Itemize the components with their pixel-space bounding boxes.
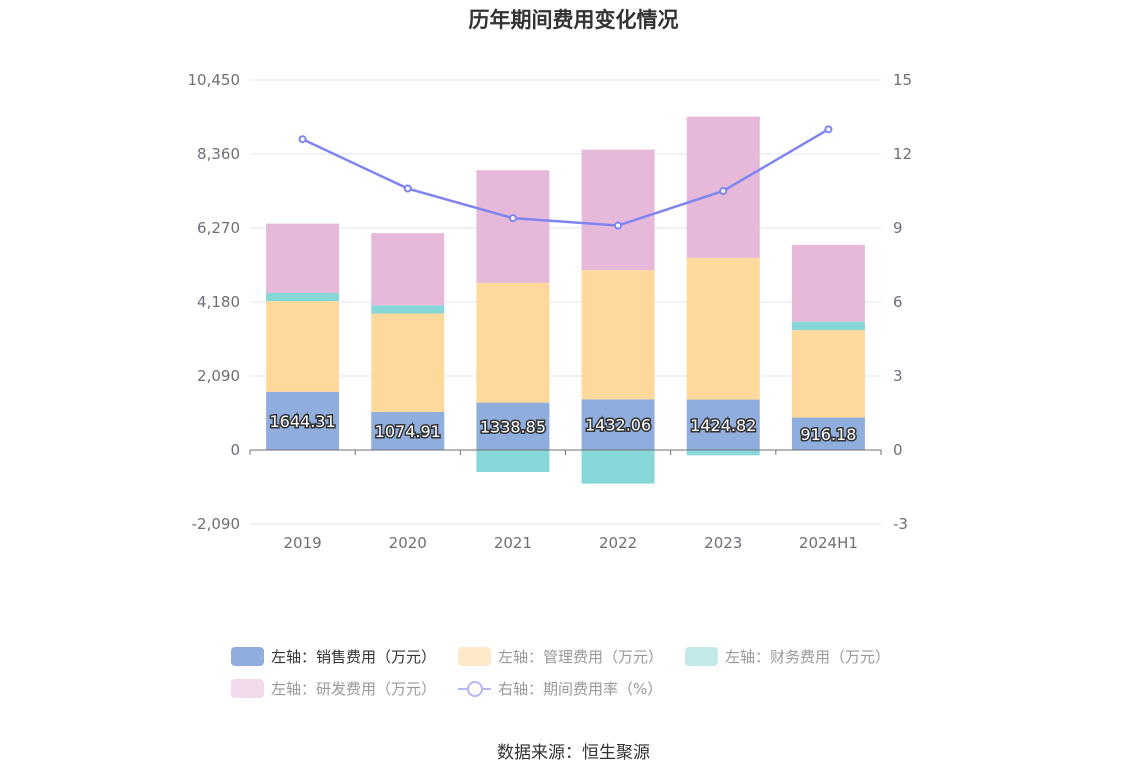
bar-data-label: 1074.91 [375, 422, 441, 441]
x-axis-tick-label: 2021 [494, 534, 532, 552]
bar-segment-1-2021 [476, 282, 550, 403]
x-axis-tick-label: 2019 [283, 534, 321, 552]
left-axis-tick-label: 10,450 [188, 71, 241, 89]
left-axis-tick-label: 2,090 [197, 367, 240, 385]
legend-item-rnd[interactable]: 左轴：研发费用（万元） [231, 678, 436, 699]
bar-data-label: 1432.06 [585, 416, 651, 435]
bar-segment-1-2022 [581, 270, 655, 400]
legend-item-sales[interactable]: 左轴：销售费用（万元） [231, 646, 436, 667]
legend-label-sales: 左轴：销售费用（万元） [271, 647, 437, 666]
line-point [824, 125, 833, 134]
chart-legend: 左轴：销售费用（万元） 左轴：管理费用（万元） 左轴：财务费用（万元） 左轴：研… [231, 640, 951, 704]
bar-segment-3-2022 [581, 149, 655, 271]
legend-swatch-admin [458, 646, 492, 666]
right-axis-tick-label: -3 [893, 515, 908, 533]
line-point [403, 184, 412, 193]
legend-item-admin[interactable]: 左轴：管理费用（万元） [458, 646, 663, 667]
bar-segment-2-2020 [371, 305, 445, 314]
line-point [614, 221, 623, 230]
right-axis-tick-label: 9 [893, 219, 903, 237]
legend-swatch-expense-rate [458, 679, 492, 698]
bar-segment-3-2020 [371, 233, 445, 306]
bar-segment-2-2024H1 [791, 321, 865, 331]
line-expense-rate [302, 128, 830, 227]
right-axis-tick-label: 0 [893, 441, 903, 459]
left-axis-tick-label: 0 [230, 441, 240, 459]
bar-segment-0-2019 [266, 391, 340, 450]
data-source: 数据来源：恒生聚源 [497, 743, 650, 763]
line-point [298, 135, 307, 144]
bar-segment-3-2019 [266, 223, 340, 293]
x-axis-tick-label: 2023 [704, 534, 742, 552]
bar-data-label: 1338.85 [480, 417, 546, 436]
left-axis-tick-label: 8,360 [197, 145, 240, 163]
right-axis-tick-label: 6 [893, 293, 903, 311]
bar-data-label: 1424.82 [690, 416, 756, 435]
right-axis-tick-label: 3 [893, 367, 903, 385]
left-axis-tick-label: 6,270 [197, 219, 240, 237]
bar-segment-0-2020 [371, 411, 445, 450]
legend-label-expense-rate: 右轴：期间费用率（%） [498, 679, 663, 698]
bar-segment-0-2022 [581, 399, 655, 450]
bar-segment-3-2024H1 [791, 244, 865, 322]
x-axis-tick-label: 2022 [599, 534, 637, 552]
legend-item-finance[interactable]: 左轴：财务费用（万元） [685, 646, 890, 667]
right-axis-tick-label: 15 [893, 71, 912, 89]
left-axis-tick-label: -2,090 [192, 515, 240, 533]
bar-segment-2-2019 [266, 292, 340, 302]
bar-segment-0-2023 [686, 399, 760, 450]
legend-swatch-finance [685, 646, 719, 666]
bar-segment-3-2021 [476, 170, 550, 283]
left-axis-tick-label: 4,180 [197, 293, 240, 311]
chart-title: 历年期间费用变化情况 [468, 8, 679, 32]
bar-segment-0-2024H1 [791, 417, 865, 450]
bar-segment-1-2024H1 [791, 330, 865, 418]
x-axis-tick-label: 2020 [389, 534, 427, 552]
bar-segment-2-2023 [686, 450, 760, 456]
bar-data-label: 1644.31 [269, 412, 335, 431]
right-axis-tick-label: 12 [893, 145, 912, 163]
chart-canvas: -2,09002,0904,1806,2708,36010,450-303691… [188, 71, 913, 552]
line-point [719, 187, 728, 195]
legend-swatch-sales [231, 646, 264, 666]
legend-label-admin: 左轴：管理费用（万元） [498, 647, 664, 666]
legend-swatch-rnd [231, 678, 264, 698]
bar-segment-1-2019 [266, 301, 340, 392]
bar-data-label: 916.18 [800, 425, 856, 444]
bar-segment-0-2021 [476, 402, 550, 450]
legend-item-expense-rate[interactable]: 右轴：期间费用率（%） [458, 678, 662, 699]
line-point [508, 214, 517, 223]
bar-segment-1-2023 [686, 257, 760, 400]
legend-label-rnd: 左轴：研发费用（万元） [271, 679, 437, 698]
bar-segment-1-2020 [371, 313, 445, 412]
bar-segment-2-2021 [476, 450, 550, 472]
x-axis-tick-label: 2024H1 [799, 534, 858, 552]
legend-label-finance: 左轴：财务费用（万元） [725, 647, 891, 666]
bar-segment-2-2022 [581, 450, 655, 484]
